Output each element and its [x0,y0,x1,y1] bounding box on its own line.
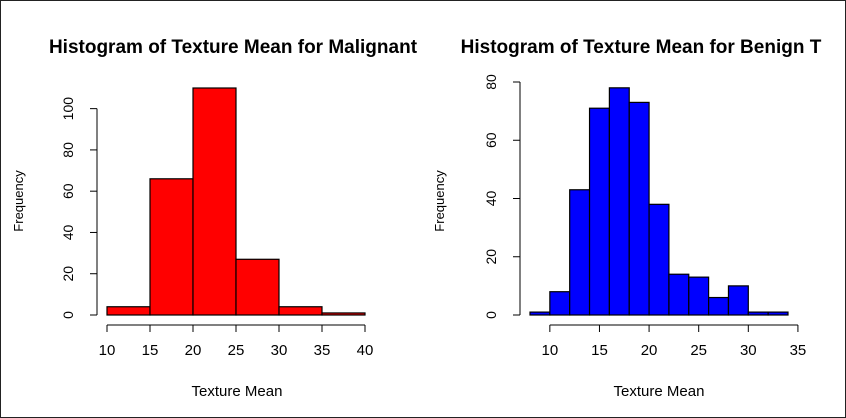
x-axis: 10 15 20 25 30 35 [542,324,807,359]
x-tick-label: 35 [790,342,807,359]
histogram-bar [727,285,749,316]
x-tick-label: 20 [185,342,202,359]
x-tick-label: 10 [99,342,116,359]
y-tick-label: 60 [483,132,499,148]
y-tick-label: 60 [60,183,76,199]
chart-title: Histogram of Texture Mean for Benign T [461,37,822,58]
x-tick-label: 30 [740,342,757,359]
y-tick-label: 20 [483,249,499,265]
x-axis-label: Texture Mean [192,383,283,400]
histogram-bar [529,311,551,316]
x-tick-label: 10 [542,342,559,359]
malignant-histogram-panel: Histogram of Texture Mean for Malignant … [11,37,418,400]
y-axis: 0 20 40 60 80 100 [60,97,98,319]
x-tick-label: 20 [641,342,658,359]
y-tick-label: 100 [60,97,76,121]
y-tick-label: 0 [483,311,499,319]
histogram-bar [767,311,789,316]
y-tick-label: 40 [60,224,76,240]
histogram-bar [747,311,769,316]
histogram-bar [588,107,610,316]
y-tick-label: 80 [483,74,499,90]
histogram-bar [106,306,151,316]
x-tick-label: 25 [228,342,245,359]
histogram-bar [608,87,630,316]
x-tick-label: 40 [357,342,374,359]
histogram-bar [668,273,690,316]
y-tick-label: 20 [60,266,76,282]
x-tick-label: 15 [142,342,159,359]
bars-group [529,87,789,316]
x-tick-label: 25 [690,342,707,359]
histogram-bar [278,306,323,316]
histogram-bar [688,276,710,316]
histogram-bar [569,189,591,316]
x-axis: 10 15 20 25 30 35 40 [99,324,374,359]
y-tick-label: 80 [60,142,76,158]
histogram-bar [708,296,730,316]
x-axis-label: Texture Mean [614,383,705,400]
x-tick-label: 35 [314,342,331,359]
histogram-bar [549,291,571,316]
histogram-bar [149,178,194,316]
histogram-bar [321,312,366,316]
y-axis-label: Frequency [432,170,447,232]
y-tick-label: 40 [483,191,499,207]
histogram-bar [648,203,670,316]
y-tick-label: 0 [60,311,76,319]
chart-title: Histogram of Texture Mean for Malignant [49,37,418,58]
bars-group [106,87,366,316]
x-tick-label: 15 [591,342,608,359]
y-axis-label: Frequency [11,170,26,232]
y-axis: 0 20 40 60 80 [483,74,521,319]
histogram-bar [628,101,650,316]
histogram-bar [192,87,237,316]
benign-histogram-panel: Histogram of Texture Mean for Benign T 1… [432,37,822,400]
histogram-bar [235,258,280,316]
x-tick-label: 30 [271,342,288,359]
